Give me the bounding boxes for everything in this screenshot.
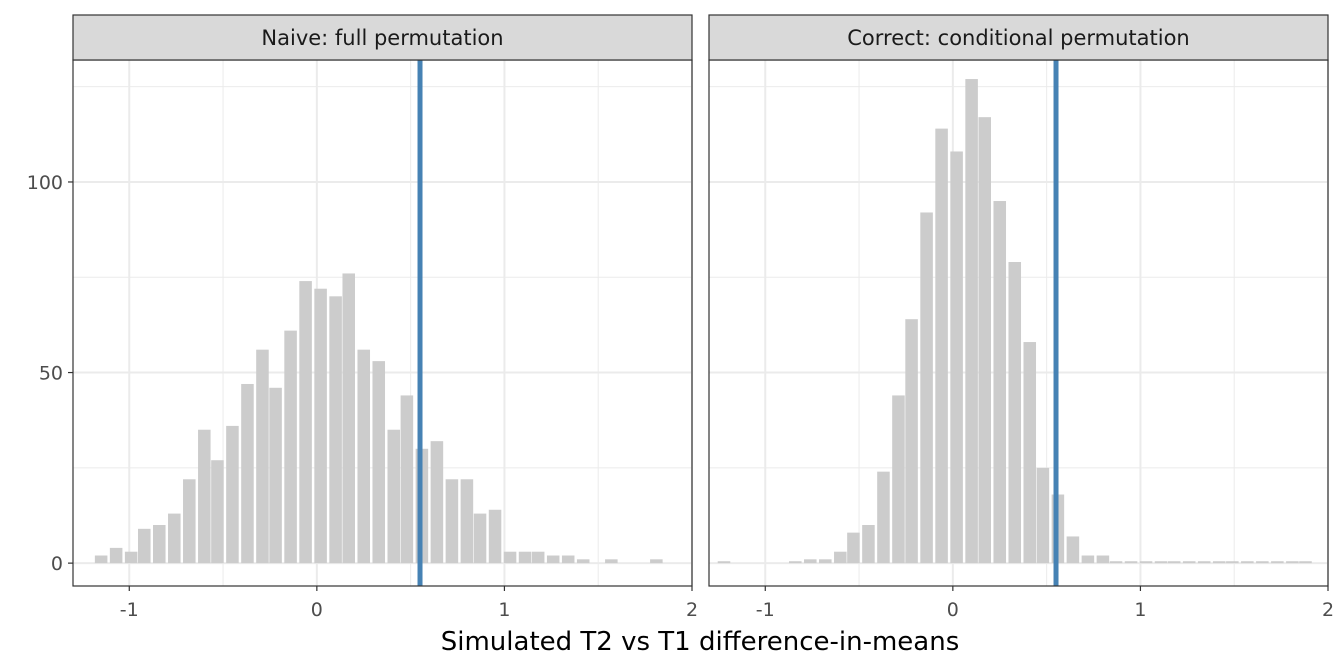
histogram-bar <box>503 551 517 564</box>
x-tick-label: 2 <box>1322 599 1334 621</box>
histogram-bar <box>1226 561 1239 564</box>
histogram-bar <box>877 471 890 564</box>
histogram-bar <box>834 551 847 564</box>
histogram-bar <box>847 532 860 564</box>
histogram-bar <box>862 525 875 564</box>
histogram-bar <box>1286 561 1299 564</box>
histogram-bar <box>109 547 123 564</box>
facet-title: Naive: full permutation <box>261 26 503 50</box>
histogram-bar <box>804 559 817 564</box>
histogram-bar <box>1036 467 1050 564</box>
histogram-bar <box>94 555 108 564</box>
histogram-bar <box>935 128 948 564</box>
histogram-bar <box>241 383 254 564</box>
histogram-bar <box>1066 536 1080 564</box>
histogram-bar <box>1212 561 1226 564</box>
histogram-bar <box>1241 561 1254 564</box>
histogram-bar <box>1023 342 1037 564</box>
histogram-bar <box>717 561 731 564</box>
histogram-bar <box>211 460 224 564</box>
x-tick-label: 0 <box>311 599 323 621</box>
x-tick-label: 2 <box>686 599 698 621</box>
histogram-bar <box>920 212 933 564</box>
histogram-bar <box>329 296 342 564</box>
histogram-bar <box>1109 561 1123 564</box>
histogram-bar <box>299 281 312 564</box>
y-tick-label: 50 <box>39 363 63 385</box>
y-tick-label: 0 <box>51 553 63 575</box>
histogram-bar <box>256 349 269 564</box>
histogram-bar <box>978 117 992 564</box>
histogram-bar <box>1299 561 1312 564</box>
histogram-bar <box>1008 262 1022 564</box>
histogram-bar <box>892 395 905 564</box>
histogram-bar <box>284 330 297 564</box>
histogram-bar <box>473 513 487 564</box>
histogram-bar <box>518 551 532 564</box>
histogram-bar <box>138 528 151 564</box>
histogram-bar <box>488 509 502 564</box>
histogram-bar <box>650 559 663 564</box>
facet-strip <box>72 14 693 61</box>
histogram-bar <box>342 273 356 564</box>
histogram-bar <box>546 555 560 564</box>
histogram-bar <box>1154 561 1168 564</box>
x-tick-label: 1 <box>1134 599 1146 621</box>
histogram-bar <box>965 79 978 564</box>
histogram-bar <box>269 387 282 564</box>
histogram-bar <box>819 559 832 564</box>
histogram-bar <box>445 479 459 564</box>
histogram-bar <box>430 441 444 564</box>
histogram-bar <box>1139 561 1153 564</box>
histogram-bar <box>460 479 474 564</box>
histogram-bar <box>314 288 327 564</box>
histogram-bar <box>1167 561 1181 564</box>
histogram-bar <box>372 361 386 564</box>
panel-2: Correct: conditional permutation -1 0 1 2 <box>708 14 1334 621</box>
histogram-bar <box>1096 555 1110 564</box>
histogram-bar <box>576 559 590 564</box>
histogram-bar <box>950 151 963 564</box>
histogram-bar <box>226 425 239 564</box>
histogram-bar <box>357 349 371 564</box>
histogram-bar <box>153 525 166 564</box>
y-tick-label: 100 <box>27 172 63 194</box>
histogram-bar <box>531 551 545 564</box>
histogram-bar <box>993 201 1007 564</box>
histogram-bar <box>789 561 802 564</box>
y-axis: 0 50 100 <box>27 172 73 575</box>
x-axis-title: Simulated T2 vs T1 difference-in-means <box>441 627 960 657</box>
histogram-bar <box>905 319 918 564</box>
histogram-bar <box>1124 561 1138 564</box>
x-tick-label: -1 <box>756 599 775 621</box>
x-tick-label: -1 <box>120 599 139 621</box>
histogram-bar <box>183 479 196 564</box>
histogram-bar <box>561 555 575 564</box>
panel-1: Naive: full permutation -1 0 1 2 <box>72 14 698 621</box>
histogram-bar <box>124 551 138 564</box>
histogram-bar <box>1271 561 1284 564</box>
histogram-bar <box>1081 555 1095 564</box>
histogram-bar <box>1256 561 1269 564</box>
x-tick-label: 0 <box>947 599 959 621</box>
histogram-bar <box>387 429 401 564</box>
histogram-bar <box>1182 561 1196 564</box>
histogram-bar <box>605 559 618 564</box>
facet-title: Correct: conditional permutation <box>847 26 1189 50</box>
facet-strip <box>708 14 1329 61</box>
histogram-bar <box>400 395 414 564</box>
histogram-bar <box>198 429 211 564</box>
histogram-bar <box>1197 561 1211 564</box>
histogram-bar <box>168 513 181 564</box>
x-tick-label: 1 <box>498 599 510 621</box>
